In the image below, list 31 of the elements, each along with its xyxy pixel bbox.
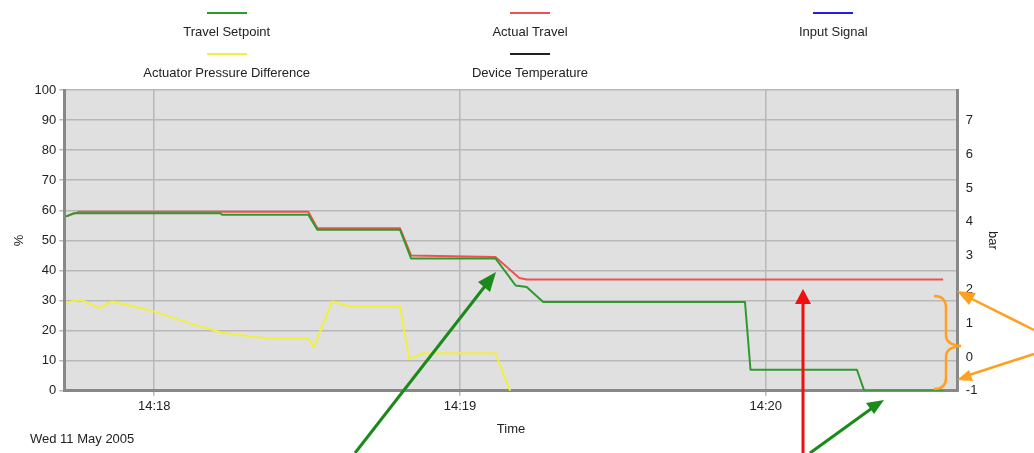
text: Wed 11 May 2005: [30, 431, 135, 446]
y2-tick-label: 5: [965, 179, 974, 195]
y-tick-label: 90: [41, 111, 57, 127]
y-tick-label: 20: [41, 322, 57, 338]
y-axis-title: %: [11, 234, 27, 247]
y2-tick-label: 1: [965, 314, 974, 330]
y2-tick-label: 7: [965, 112, 974, 127]
y-tick-label: 80: [41, 141, 57, 157]
y-tick-label: 40: [41, 262, 57, 278]
y2-axis-title: bar: [985, 231, 1001, 251]
y2-tick-label: 0: [965, 348, 974, 364]
y-tick-label: 0: [49, 382, 57, 398]
y2-tick-label: -1: [965, 382, 978, 398]
x-tick-label: 14:19: [443, 398, 477, 414]
y-tick-label: 60: [41, 201, 57, 217]
x-tick-label: 14:20: [749, 398, 783, 414]
y-tick-label: 100: [34, 81, 57, 97]
y2-tick-label: 4: [965, 213, 974, 229]
y2-tick-label: 3: [965, 247, 974, 263]
y-tick-label: 70: [41, 171, 57, 187]
y-tick-label: 10: [41, 352, 57, 368]
y2-tick-label: 6: [965, 145, 974, 161]
legend-label: Input Signal: [798, 24, 868, 39]
x-tick-label: 14:18: [137, 398, 171, 414]
legend-label: Device Temperature: [471, 65, 589, 80]
legend-label: Actuator Pressure Difference: [143, 65, 310, 80]
x-axis-title: Time: [496, 420, 526, 436]
legend-label: Travel Setpoint: [183, 24, 271, 39]
y-tick-label: 30: [41, 292, 57, 308]
legend-label: Actual Travel: [492, 24, 568, 39]
y-tick-label: 50: [41, 231, 57, 247]
